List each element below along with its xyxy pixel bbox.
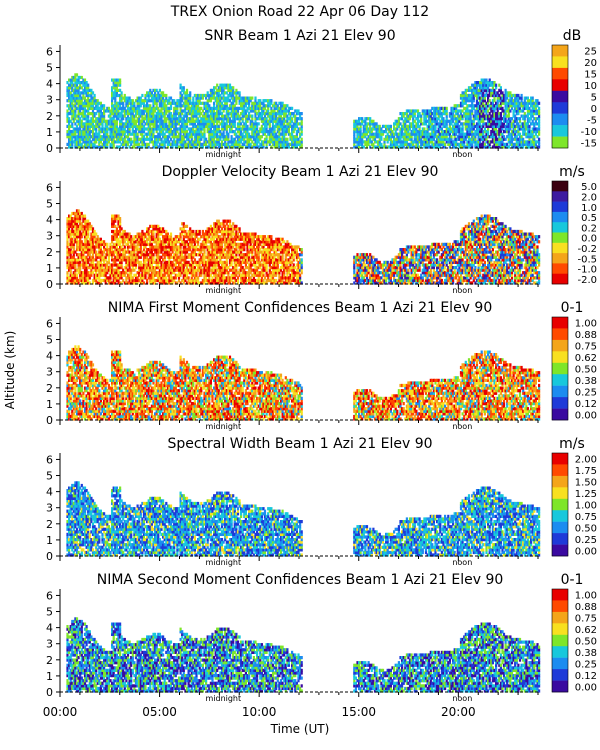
x-axis-label: Time (UT)	[270, 722, 330, 736]
heatmap-cell	[141, 94, 143, 97]
heatmap-cell	[94, 94, 96, 97]
panels: SNR Beam 1 Azi 21 Elev 90 dB0123456midnig…	[46, 28, 597, 703]
heatmap-cell	[301, 117, 303, 120]
heatmap-cell	[251, 97, 253, 100]
heatmap-cell	[232, 86, 234, 89]
colorbar-unit: dB	[563, 28, 582, 44]
figure-title: TREX Onion Road 22 Apr 06 Day 112	[170, 4, 429, 20]
heatmap-cell	[87, 84, 89, 87]
radar-figure: TREX Onion Road 22 Apr 06 Day 112 Altitu…	[0, 0, 600, 750]
heatmap-cell	[390, 125, 392, 128]
heatmap-cell	[291, 107, 293, 110]
heatmap-cell	[119, 79, 121, 82]
heatmap-cell	[189, 91, 191, 94]
heatmap-cell	[301, 138, 303, 141]
y-axis-label: Altitude (km)	[3, 331, 17, 410]
heatmap-cell	[270, 99, 272, 102]
heatmap-cell	[258, 122, 260, 125]
heatmap-cell	[121, 91, 123, 94]
heatmap-cell	[254, 97, 256, 100]
heatmap-cell	[103, 104, 105, 107]
heatmap-cell	[239, 91, 241, 94]
heatmap-cell	[251, 115, 253, 118]
heatmap-cell	[286, 138, 288, 141]
heatmap-cell	[301, 112, 303, 115]
heatmap-cells	[66, 73, 540, 148]
heatmap-cell	[165, 94, 167, 97]
panel-1: SNR Beam 1 Azi 21 Elev 90 dB0123456midnig…	[46, 28, 597, 159]
panel-title: SNR Beam 1 Azi 21 Elev 90	[204, 28, 395, 44]
heatmap-cell	[183, 86, 185, 89]
heatmap-cell	[186, 89, 188, 92]
